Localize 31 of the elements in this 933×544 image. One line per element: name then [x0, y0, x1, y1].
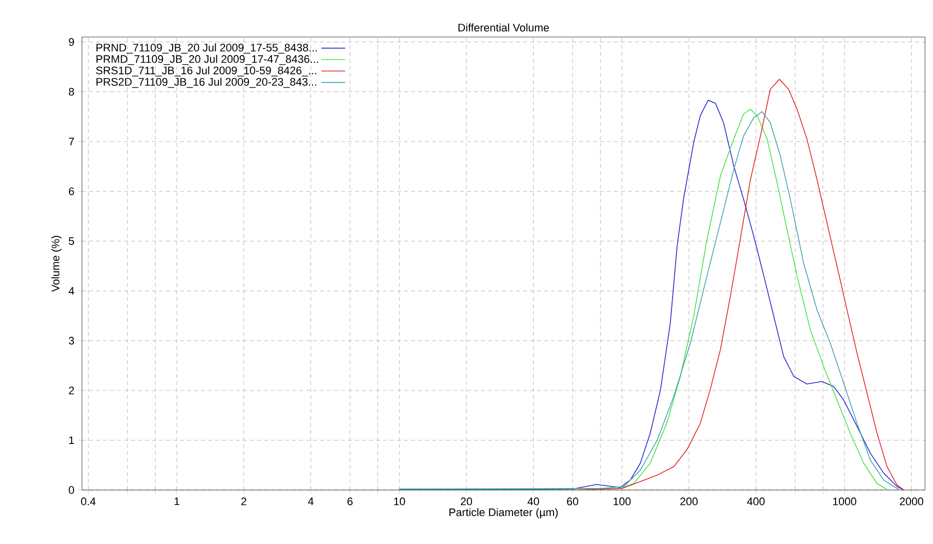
x-tick-label: 1000: [833, 498, 856, 506]
x-tick-label: 40: [528, 498, 540, 506]
y-tick-label: 9: [68, 38, 74, 46]
x-tick-label: 10: [394, 498, 406, 506]
y-tick-label: 5: [68, 237, 74, 245]
y-tick-label: 8: [68, 88, 74, 96]
x-tick-label: 60: [567, 498, 578, 506]
x-tick-label: 100: [614, 498, 631, 506]
x-tick-label: 4: [308, 498, 314, 506]
y-tick-label: 6: [68, 187, 74, 196]
legend-label: PRND_71109_JB_20 Jul 2009_17-55_8438...: [96, 43, 317, 54]
chart-title: Differential Volume: [458, 23, 549, 32]
y-tick-label: 1: [69, 436, 74, 444]
x-tick-label: 400: [747, 498, 765, 506]
y-tick-label: 0: [68, 486, 74, 494]
x-tick-label: 2000: [900, 498, 924, 506]
x-tick-label: 6: [348, 498, 353, 506]
x-axis-title: Particle Diameter (µm): [449, 508, 558, 518]
y-axis-title: Volume (%): [51, 236, 62, 292]
x-tick-label: 2: [241, 498, 246, 506]
y-tick-label: 7: [68, 138, 74, 146]
legend-label: PRMD_71109_JB_20 Jul 2009_17-47_8436...: [96, 54, 318, 65]
y-tick-label: 2: [68, 386, 74, 394]
x-tick-label: 0.4: [81, 498, 96, 506]
y-tick-label: 3: [68, 336, 74, 345]
x-tick-label: 1: [174, 498, 180, 506]
y-tick-label: 4: [68, 287, 74, 295]
legend-label: PRS2D_71109_JB_16 Jul 2009_20-23_843...: [96, 78, 316, 88]
x-tick-label: 200: [680, 498, 698, 506]
x-tick-label: 20: [460, 498, 472, 506]
legend-label: SRS1D_711_JB_16 Jul 2009_10-59_8426_...: [96, 66, 316, 76]
